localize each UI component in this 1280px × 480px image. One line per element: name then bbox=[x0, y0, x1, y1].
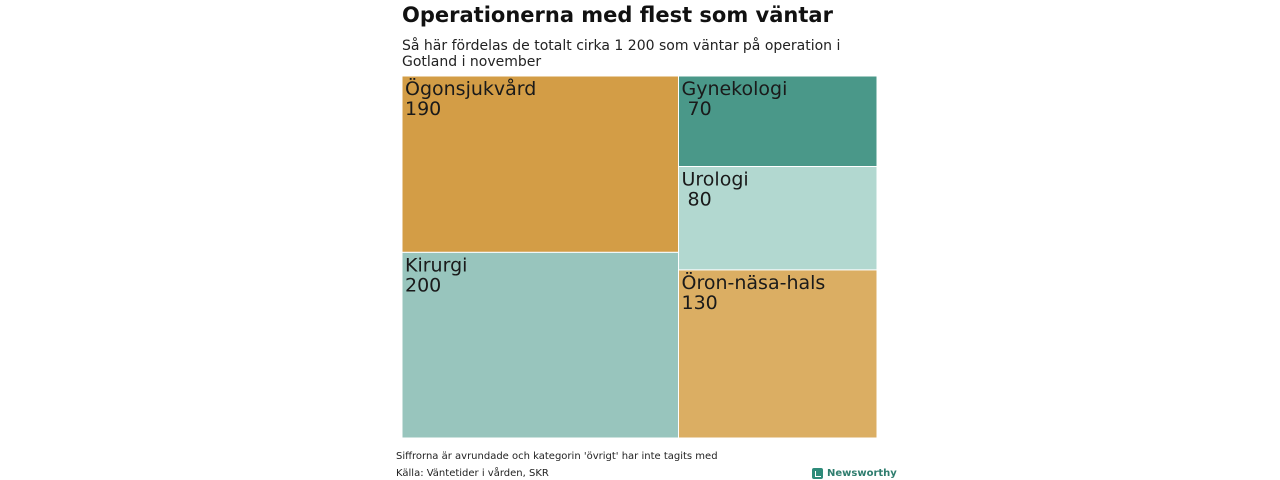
cell-value-label: 130 bbox=[681, 292, 717, 314]
cell-value-label: 190 bbox=[405, 98, 441, 120]
treemap-cell bbox=[677, 166, 878, 271]
cell-value-label: 70 bbox=[681, 98, 711, 120]
cell-value-label: 200 bbox=[405, 274, 441, 296]
cell-name-label: Gynekologi bbox=[681, 78, 787, 100]
treemap-cell bbox=[677, 269, 878, 439]
chart-note: Siffrorna är avrundade och kategorin 'öv… bbox=[396, 451, 718, 462]
treemap-cell bbox=[677, 75, 878, 167]
brand-name: Newsworthy bbox=[827, 467, 897, 479]
cell-name-label: Ögonsjukvård bbox=[405, 77, 536, 100]
chart-source: Källa: Väntetider i vården, SKR bbox=[396, 468, 549, 479]
cell-name-label: Öron-näsa-hals bbox=[681, 271, 825, 294]
newsworthy-logo-icon bbox=[812, 467, 823, 479]
treemap-cell bbox=[401, 251, 679, 439]
cell-name-label: Kirurgi bbox=[405, 254, 467, 276]
newsworthy-logo: Newsworthy bbox=[812, 466, 897, 480]
cell-name-label: Urologi bbox=[681, 169, 748, 191]
chart-title: Operationerna med flest som väntar bbox=[402, 3, 833, 27]
chart-subtitle: Så här fördelas de totalt cirka 1 200 so… bbox=[402, 38, 841, 70]
treemap-cell bbox=[401, 75, 679, 253]
cell-value-label: 80 bbox=[681, 189, 711, 211]
